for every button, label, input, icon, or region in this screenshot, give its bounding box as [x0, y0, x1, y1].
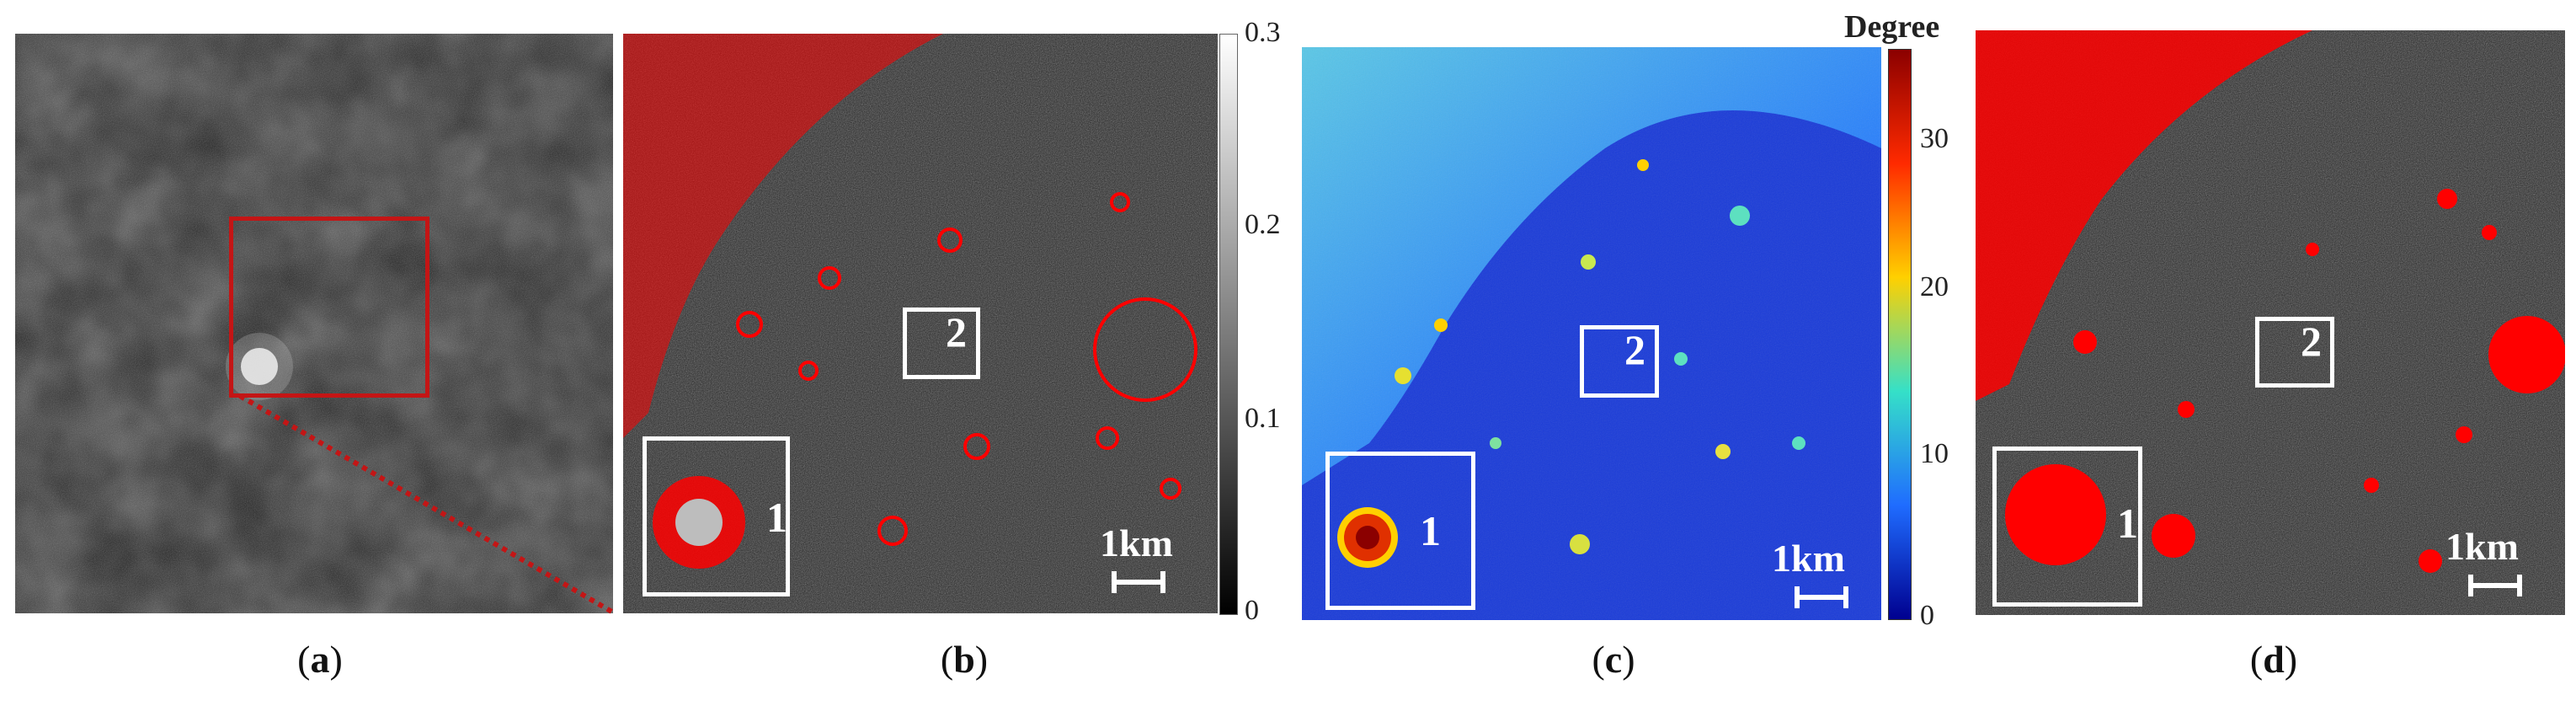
scale-bar — [1795, 586, 1848, 608]
caption-b: (b) — [940, 638, 989, 681]
colorbar-b-tick: 0.1 — [1245, 403, 1281, 434]
region-label-1: 1 — [2117, 500, 2138, 547]
caption-a: (a) — [297, 638, 343, 681]
panel-c-image: 1 2 1km — [1302, 47, 1881, 620]
region-label-2: 2 — [2301, 318, 2322, 365]
region-box-2 — [1580, 325, 1659, 398]
region-label-2: 2 — [946, 308, 967, 356]
colorbar-c-tick: 0 — [1920, 600, 1934, 631]
colorbar-c-tick: 30 — [1920, 123, 1949, 154]
colorbar-c-tick: 20 — [1920, 271, 1949, 302]
scale-bar — [1112, 571, 1165, 593]
scale-bar — [2468, 575, 2522, 596]
scale-label: 1km — [2445, 525, 2519, 568]
region-box-1 — [1992, 447, 2142, 607]
region-label-1: 1 — [766, 494, 787, 541]
region-box-2 — [903, 308, 980, 379]
panel-d-overlay — [1976, 30, 2565, 615]
bright-crater — [241, 348, 278, 385]
colorbar-c — [1888, 49, 1912, 620]
colorbar-b — [1219, 34, 1238, 615]
colorbar-c-tick: 10 — [1920, 438, 1949, 469]
region-label-2: 2 — [1624, 326, 1645, 373]
region-box-2 — [2255, 317, 2334, 388]
panel-d-image: 1 2 1km — [1976, 30, 2565, 615]
panel-b-image: 1 2 1km — [623, 34, 1218, 613]
region-box-1 — [643, 436, 790, 596]
scale-label: 1km — [1772, 537, 1845, 580]
panel-b-overlay — [623, 34, 1218, 613]
caption-c: (c) — [1592, 638, 1635, 681]
colorbar-c-unit: Degree — [1844, 9, 1940, 45]
panel-a-texture — [15, 34, 613, 613]
region-label-1: 1 — [1420, 507, 1441, 554]
caption-d: (d) — [2249, 638, 2298, 681]
region-box-1 — [1325, 452, 1475, 610]
scale-label: 1km — [1100, 521, 1173, 564]
colorbar-b-tick: 0.3 — [1245, 17, 1281, 48]
colorbar-b-tick: 0.2 — [1245, 209, 1281, 240]
zoom-connector-line — [238, 393, 616, 616]
zoom-region-box — [229, 217, 429, 398]
colorbar-b-tick: 0 — [1245, 595, 1259, 626]
panel-c-slope-map — [1302, 47, 1881, 620]
panel-a-image — [15, 34, 613, 613]
